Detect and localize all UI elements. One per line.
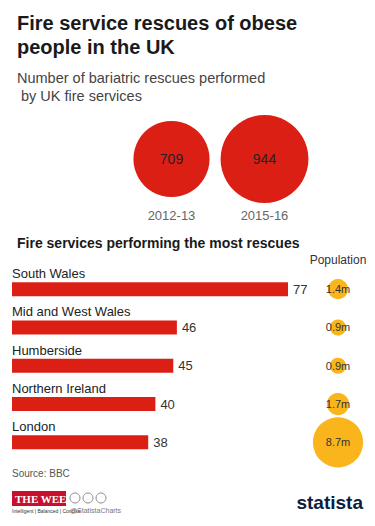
- svg-text:THE WEEK: THE WEEK: [15, 493, 75, 505]
- svg-text:Population: Population: [310, 253, 367, 267]
- svg-text:0.9m: 0.9m: [326, 360, 350, 372]
- svg-text:77: 77: [293, 282, 307, 297]
- svg-text:Fire services performing the m: Fire services performing the most rescue…: [17, 235, 300, 251]
- svg-text:Number of bariatric rescues pe: Number of bariatric rescues performed: [17, 70, 265, 86]
- svg-text:0.9m: 0.9m: [326, 321, 350, 333]
- svg-text:by UK fire services: by UK fire services: [17, 88, 142, 104]
- svg-text:8.7m: 8.7m: [326, 436, 350, 448]
- svg-text:Mid and West Wales: Mid and West Wales: [12, 304, 131, 319]
- svg-text:2012-13: 2012-13: [148, 208, 196, 223]
- svg-text:@StatistaCharts: @StatistaCharts: [70, 507, 122, 514]
- svg-text:1.7m: 1.7m: [326, 398, 350, 410]
- svg-text:45: 45: [178, 358, 192, 373]
- svg-text:Northern Ireland: Northern Ireland: [12, 381, 106, 396]
- svg-text:944: 944: [253, 151, 277, 167]
- svg-text:statista: statista: [296, 492, 363, 513]
- svg-text:46: 46: [182, 320, 196, 335]
- svg-text:709: 709: [160, 151, 184, 167]
- svg-text:40: 40: [160, 397, 174, 412]
- svg-text:38: 38: [153, 435, 167, 450]
- svg-text:South Wales: South Wales: [12, 266, 86, 281]
- svg-text:Source: BBC: Source: BBC: [12, 468, 70, 479]
- svg-text:2015-16: 2015-16: [241, 208, 289, 223]
- svg-text:Fire service rescues of obese: Fire service rescues of obese: [17, 12, 303, 34]
- svg-text:London: London: [12, 419, 55, 434]
- svg-text:people in the UK: people in the UK: [17, 36, 175, 58]
- svg-text:1.4m: 1.4m: [326, 283, 350, 295]
- svg-text:Humberside: Humberside: [12, 343, 82, 358]
- svg-text:Intelligent | Balanced | Conci: Intelligent | Balanced | Concise: [12, 507, 81, 514]
